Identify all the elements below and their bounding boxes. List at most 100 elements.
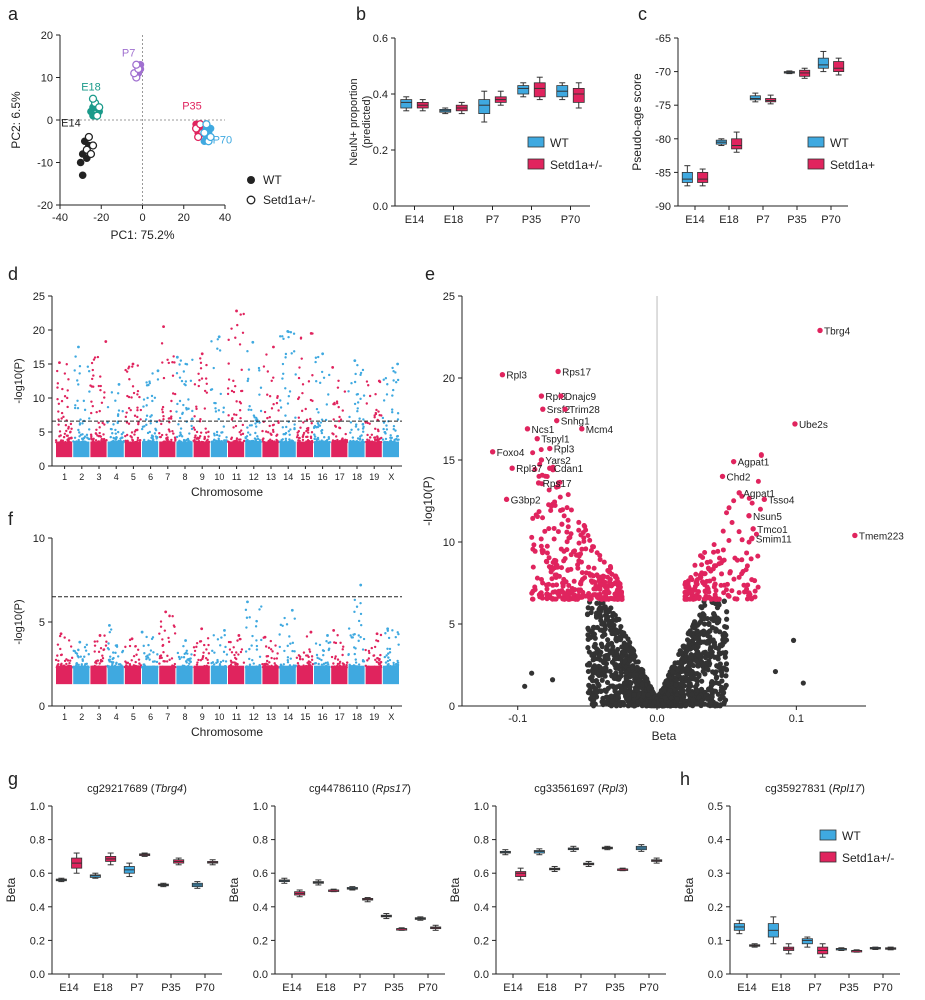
snp-point (395, 435, 399, 438)
snp-point (77, 428, 80, 432)
y-tick-label: 0.6 (30, 868, 45, 880)
snp-point (81, 422, 84, 425)
snp-point (280, 439, 283, 442)
snp-point (370, 646, 373, 650)
peak-point (386, 627, 390, 631)
snp-point (76, 406, 80, 410)
snp-point (158, 432, 161, 435)
sig-point (600, 582, 606, 588)
nonsig-point (704, 696, 710, 702)
sig-point (565, 524, 571, 530)
chromosome-label: 19 (369, 712, 379, 722)
peak-point (326, 634, 329, 637)
sig-point (591, 544, 597, 550)
snp-point (335, 435, 338, 438)
sig-point (566, 583, 572, 589)
nonsig-point (722, 623, 728, 630)
snp-point (314, 642, 318, 645)
snp-point (262, 365, 266, 368)
snp-point (74, 404, 77, 407)
sig-point (546, 526, 552, 532)
nonsig-point (612, 662, 618, 668)
snp-point (151, 372, 154, 375)
chromosome-label: 14 (283, 472, 293, 482)
sig-point (592, 579, 598, 585)
nonsig-point (623, 633, 629, 639)
snp-point (232, 413, 236, 416)
snp-point (106, 421, 109, 424)
nonsig-point (593, 614, 600, 620)
sig-point (702, 550, 708, 556)
sig-point (700, 554, 706, 560)
snp-point (61, 387, 64, 391)
snp-point (63, 659, 67, 663)
y-tick-label: 0.2 (30, 935, 45, 947)
snp-point (207, 430, 210, 434)
snp-point (218, 663, 222, 666)
snp-point (179, 359, 183, 362)
sig-point (561, 576, 567, 582)
chromosome-band (159, 665, 176, 685)
chromosome-label: 1 (62, 472, 67, 482)
snp-point (268, 394, 272, 398)
snp-point (178, 363, 181, 366)
snp-point (160, 422, 163, 426)
sig-point (726, 537, 732, 543)
snp-point (179, 427, 183, 430)
chromosome-label: 2 (79, 712, 84, 722)
snp-point (295, 656, 299, 660)
nonsig-point (722, 631, 728, 637)
sig-point (562, 591, 568, 597)
snp-point (317, 662, 320, 666)
snp-point (330, 655, 334, 659)
chromosome-band (382, 665, 399, 685)
snp-point (392, 379, 395, 382)
chromosome-band (124, 665, 141, 685)
nonsig-point (608, 703, 615, 709)
chromosome-band (296, 665, 313, 685)
snp-point (91, 404, 94, 408)
snp-point (99, 647, 103, 650)
snp-point (57, 659, 60, 662)
peak-point (223, 629, 226, 632)
snp-point (146, 431, 150, 435)
snp-point (177, 655, 181, 659)
nonsig-point (631, 703, 637, 709)
snp-point (318, 381, 322, 385)
nonsig-point (636, 678, 643, 684)
nonsig-point (608, 683, 614, 689)
sig-point (564, 529, 570, 535)
snp-point (77, 438, 80, 442)
peak-point (98, 634, 102, 637)
snp-point (276, 396, 279, 400)
group-label: E14 (61, 118, 81, 130)
sig-point (744, 563, 750, 569)
point-label: Tbrg4 (824, 326, 851, 337)
snp-point (233, 384, 237, 388)
snp-point (65, 662, 68, 666)
chromosome-label: 4 (114, 472, 119, 482)
snp-point (124, 415, 128, 419)
sig-point (715, 548, 721, 554)
labeled-point (499, 372, 506, 378)
snp-point (374, 438, 377, 442)
nonsig-point (634, 665, 640, 671)
snp-point (357, 639, 360, 643)
nonsig-point (621, 649, 627, 655)
snp-point (301, 438, 305, 442)
snp-point (293, 650, 296, 653)
title-paren: ) (183, 783, 187, 795)
snp-point (388, 658, 392, 662)
snp-point (189, 379, 193, 383)
x-tick-label: P70 (873, 982, 893, 994)
labeled-point (817, 327, 823, 334)
snp-point (240, 648, 244, 651)
snp-point (194, 434, 197, 437)
sig-point (694, 578, 700, 584)
snp-point (212, 634, 215, 637)
snp-point (100, 401, 104, 404)
snp-point (199, 431, 203, 434)
chromosome-label: 7 (165, 712, 170, 722)
snp-point (361, 658, 365, 662)
nonsig-point (693, 635, 699, 641)
